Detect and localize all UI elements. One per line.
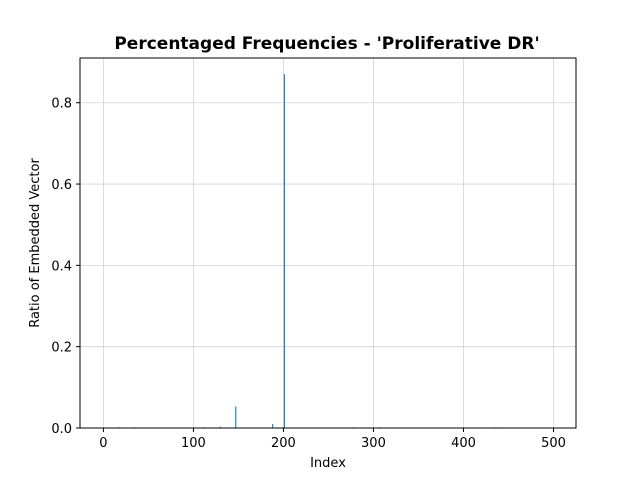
plot-frame: [79, 57, 577, 429]
x-axis: 0 100 200 300 400 500: [99, 428, 566, 451]
x-tick-label: 200: [271, 436, 296, 451]
y-tick-label: 0.0: [51, 422, 72, 437]
x-tick-label: 300: [361, 436, 386, 451]
plot-area: [79, 57, 577, 429]
x-axis-label: Index: [310, 456, 346, 471]
y-tick-label: 0.8: [51, 97, 72, 112]
y-axis-label: Ratio of Embedded Vector: [28, 158, 43, 328]
x-tick-label: 0: [99, 436, 107, 451]
y-tick-group: 0.0 0.2 0.4 0.6 0.8: [51, 97, 80, 437]
data-bar: [235, 406, 237, 428]
x-tick-group: 0 100 200 300 400 500: [99, 428, 566, 451]
y-tick-label: 0.2: [51, 341, 72, 356]
data-bar: [283, 74, 285, 428]
grid: [80, 58, 576, 429]
y-tick-label: 0.6: [51, 178, 72, 193]
data-bar: [272, 423, 274, 428]
data-bar: [219, 426, 222, 428]
x-tick-label: 100: [181, 436, 206, 451]
y-axis: 0.0 0.2 0.4 0.6 0.8: [51, 97, 80, 437]
plot-background: [80, 58, 576, 428]
x-tick-label: 400: [451, 436, 476, 451]
y-tick-label: 0.4: [51, 259, 72, 274]
chart-title: Percentaged Frequencies - 'Proliferative…: [114, 34, 539, 54]
x-tick-label: 500: [541, 436, 566, 451]
